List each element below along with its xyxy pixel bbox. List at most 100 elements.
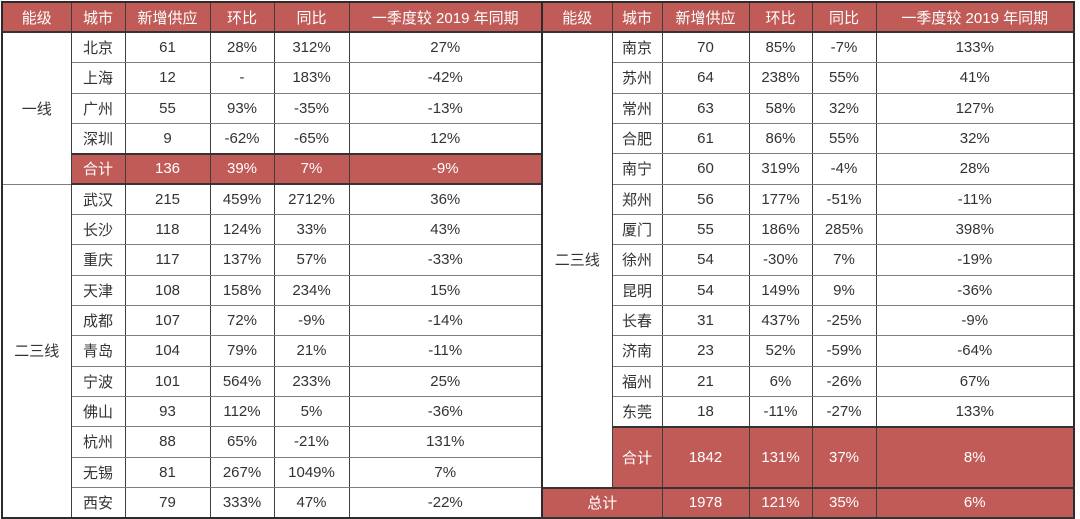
value-cell: -13% bbox=[348, 92, 543, 124]
city-cell: 徐州 bbox=[611, 244, 663, 276]
column-header: 同比 bbox=[273, 0, 350, 34]
value-cell: 149% bbox=[748, 274, 813, 306]
grand-total-value-cell: 35% bbox=[811, 486, 877, 519]
value-cell: 32% bbox=[875, 122, 1075, 155]
city-cell: 厦门 bbox=[611, 213, 663, 246]
value-cell: 52% bbox=[748, 335, 813, 367]
value-cell: 79% bbox=[209, 335, 275, 367]
value-cell: 47% bbox=[273, 486, 350, 519]
value-cell: 33% bbox=[273, 213, 350, 246]
value-cell: -30% bbox=[748, 244, 813, 276]
city-cell: 成都 bbox=[70, 304, 126, 337]
value-cell: 285% bbox=[811, 213, 877, 246]
value-cell: 131% bbox=[348, 426, 543, 458]
value-cell: 72% bbox=[209, 304, 275, 337]
value-cell: 137% bbox=[209, 244, 275, 276]
value-cell: 55% bbox=[811, 62, 877, 94]
table-row: 无锡 81 267% 1049% 7% bbox=[2, 456, 543, 489]
city-cell: 广州 bbox=[70, 92, 126, 124]
city-cell: 无锡 bbox=[70, 456, 126, 489]
value-cell: 18 bbox=[661, 395, 750, 428]
value-cell: 61 bbox=[124, 31, 211, 64]
column-header: 一季度较 2019 年同期 bbox=[348, 0, 543, 34]
table-row: 长春 31 437% -25% -9% bbox=[542, 304, 1075, 337]
value-cell: 70 bbox=[661, 31, 750, 64]
value-cell: -7% bbox=[811, 31, 877, 64]
value-cell: 1049% bbox=[273, 456, 350, 489]
value-cell: 9 bbox=[124, 122, 211, 155]
column-header: 城市 bbox=[611, 0, 663, 34]
value-cell: -59% bbox=[811, 335, 877, 367]
table-row: 宁波 101 564% 233% 25% bbox=[2, 365, 543, 397]
value-cell: 186% bbox=[748, 213, 813, 246]
value-cell: -9% bbox=[273, 304, 350, 337]
value-cell: 55% bbox=[811, 122, 877, 155]
value-cell: 21 bbox=[661, 365, 750, 397]
value-cell: - bbox=[209, 62, 275, 94]
table-row: 杭州 88 65% -21% 131% bbox=[2, 426, 543, 458]
value-cell: -33% bbox=[348, 244, 543, 276]
column-header: 新增供应 bbox=[124, 0, 211, 34]
value-cell: 158% bbox=[209, 274, 275, 306]
value-cell: 23 bbox=[661, 335, 750, 367]
value-cell: 15% bbox=[348, 274, 543, 306]
summary-row: 合计 136 39% 7% -9% bbox=[2, 152, 543, 186]
value-cell: 79 bbox=[124, 486, 211, 519]
city-cell: 重庆 bbox=[70, 244, 126, 276]
summary-value-cell: 7% bbox=[273, 152, 350, 186]
value-cell: 7% bbox=[348, 456, 543, 489]
value-cell: -19% bbox=[875, 244, 1075, 276]
summary-value-cell: 37% bbox=[811, 425, 877, 489]
value-cell: 93% bbox=[209, 92, 275, 124]
value-cell: 25% bbox=[348, 365, 543, 397]
value-cell: -51% bbox=[811, 183, 877, 215]
city-cell: 西安 bbox=[70, 486, 126, 519]
city-cell: 福州 bbox=[611, 365, 663, 397]
table-row: 昆明 54 149% 9% -36% bbox=[542, 274, 1075, 306]
column-header: 城市 bbox=[70, 0, 126, 34]
table-row: 徐州 54 -30% 7% -19% bbox=[542, 244, 1075, 276]
value-cell: 54 bbox=[661, 274, 750, 306]
city-cell: 深圳 bbox=[70, 122, 126, 155]
summary-value-cell: 136 bbox=[124, 152, 211, 186]
table-row: 长沙 118 124% 33% 43% bbox=[2, 213, 543, 246]
value-cell: -9% bbox=[875, 304, 1075, 337]
city-cell: 长沙 bbox=[70, 213, 126, 246]
value-cell: 108 bbox=[124, 274, 211, 306]
value-cell: 459% bbox=[209, 183, 275, 215]
value-cell: 28% bbox=[209, 31, 275, 64]
table-header: 能级 城市 新增供应 环比 同比 一季度较 2019 年同期 bbox=[1, 0, 543, 34]
value-cell: 60 bbox=[661, 153, 750, 185]
value-cell: -21% bbox=[273, 426, 350, 458]
value-cell: 43% bbox=[348, 213, 543, 246]
value-cell: -11% bbox=[348, 335, 543, 367]
value-cell: -62% bbox=[209, 122, 275, 155]
column-header: 环比 bbox=[209, 0, 275, 34]
value-cell: 564% bbox=[209, 365, 275, 397]
value-cell: 234% bbox=[273, 274, 350, 306]
value-cell: -25% bbox=[811, 304, 877, 337]
value-cell: 398% bbox=[875, 213, 1075, 246]
value-cell: 31 bbox=[661, 304, 750, 337]
table-row: 郑州 56 177% -51% -11% bbox=[542, 183, 1075, 215]
city-cell: 武汉 bbox=[70, 183, 126, 215]
tier-cell: 二三线 bbox=[541, 31, 613, 489]
value-cell: -65% bbox=[273, 122, 350, 155]
city-cell: 宁波 bbox=[70, 365, 126, 397]
table-row: 二三线 南京 70 85% -7% 133% bbox=[541, 31, 1075, 489]
city-cell: 济南 bbox=[611, 335, 663, 367]
summary-value-cell: 131% bbox=[748, 425, 813, 489]
table-row: 深圳 9 -62% -65% 12% bbox=[2, 122, 543, 155]
city-cell: 常州 bbox=[611, 92, 663, 124]
value-cell: -35% bbox=[273, 92, 350, 124]
value-cell: -26% bbox=[811, 365, 877, 397]
value-cell: 54 bbox=[661, 244, 750, 276]
table-row: 重庆 117 137% 57% -33% bbox=[2, 244, 543, 276]
value-cell: 36% bbox=[348, 183, 543, 215]
value-cell: 9% bbox=[811, 274, 877, 306]
value-cell: 117 bbox=[124, 244, 211, 276]
table-header: 能级 城市 新增供应 环比 同比 一季度较 2019 年同期 bbox=[541, 0, 1075, 34]
table-row: 一线 北京 61 28% 312% 27% bbox=[1, 31, 543, 185]
summary-value-cell: -9% bbox=[348, 152, 543, 186]
